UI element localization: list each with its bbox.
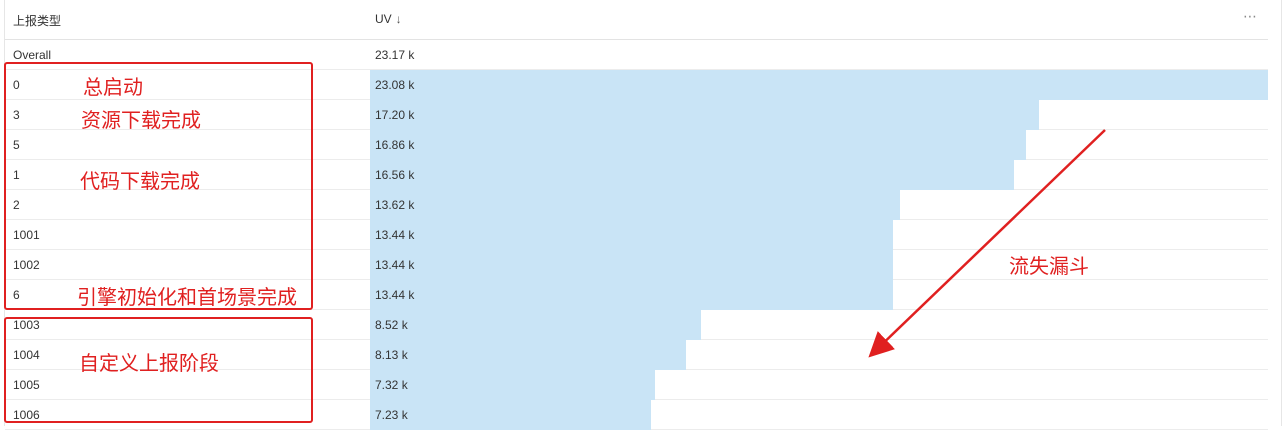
uv-bar — [370, 100, 1039, 130]
cell-report-type: Overall — [13, 48, 52, 62]
uv-bar — [370, 280, 893, 310]
cell-report-type: 3 — [13, 108, 20, 122]
cell-report-type: 1004 — [13, 348, 40, 362]
cell-report-type: 5 — [13, 138, 20, 152]
table-row[interactable]: 1002 13.44 k — [5, 250, 1268, 280]
table-row[interactable]: 5 16.86 k — [5, 130, 1268, 160]
cell-uv-value: 13.44 k — [375, 288, 415, 302]
annotation-box-core-stages — [4, 62, 313, 310]
table-row[interactable]: 1003 8.52 k — [5, 310, 1268, 340]
cell-uv-value: 8.13 k — [375, 348, 408, 362]
more-options-icon[interactable]: ⋯ — [1243, 8, 1258, 24]
table-row[interactable]: 0 23.08 k — [5, 70, 1268, 100]
cell-report-type: 1003 — [13, 318, 40, 332]
table-row[interactable]: 2 13.62 k — [5, 190, 1268, 220]
uv-bar — [370, 130, 1026, 160]
uv-bar — [370, 310, 701, 340]
cell-report-type: 1006 — [13, 408, 40, 422]
cell-report-type: 1002 — [13, 258, 40, 272]
cell-uv-value: 7.32 k — [375, 378, 408, 392]
uv-bar — [370, 250, 893, 280]
cell-uv-value: 16.86 k — [375, 138, 415, 152]
cell-uv-value: 13.62 k — [375, 198, 415, 212]
cell-uv-value: 13.44 k — [375, 258, 415, 272]
cell-report-type: 1001 — [13, 228, 40, 242]
column-header-uv-label: UV — [375, 12, 392, 26]
table-row[interactable]: 6 13.44 k — [5, 280, 1268, 310]
cell-report-type: 6 — [13, 288, 20, 302]
cell-uv-value: 7.23 k — [375, 408, 408, 422]
column-header-type[interactable]: 上报类型 — [13, 14, 62, 28]
annotation-code-done: 代码下载完成 — [80, 169, 200, 193]
cell-report-type: 1005 — [13, 378, 40, 392]
table-row[interactable]: Overall 23.17 k — [5, 40, 1268, 70]
cell-report-type: 0 — [13, 78, 20, 92]
table-row[interactable]: 1004 8.13 k — [5, 340, 1268, 370]
table-row[interactable]: 1 16.56 k — [5, 160, 1268, 190]
annotation-funnel: 流失漏斗 — [1009, 254, 1089, 278]
cell-uv-value: 13.44 k — [375, 228, 415, 242]
uv-bar — [370, 400, 651, 430]
cell-report-type: 1 — [13, 168, 20, 182]
table-row[interactable]: 1001 13.44 k — [5, 220, 1268, 250]
cell-uv-value: 17.20 k — [375, 108, 415, 122]
cell-uv-value: 16.56 k — [375, 168, 415, 182]
cell-report-type: 2 — [13, 198, 20, 212]
cell-uv-value: 23.08 k — [375, 78, 415, 92]
annotation-engine-done: 引擎初始化和首场景完成 — [77, 285, 297, 309]
table-row[interactable]: 1005 7.32 k — [5, 370, 1268, 400]
column-header-uv[interactable]: UV ↓ — [375, 12, 402, 26]
uv-bar — [370, 160, 1014, 190]
cell-uv-value: 23.17 k — [375, 48, 415, 62]
annotation-custom-stage: 自定义上报阶段 — [79, 351, 219, 375]
uv-bar — [370, 190, 900, 220]
uv-bar — [370, 70, 1268, 100]
annotation-box-custom-stages — [4, 317, 313, 423]
table-row[interactable]: 3 17.20 k — [5, 100, 1268, 130]
uv-bar — [370, 340, 686, 370]
annotation-resource-done: 资源下载完成 — [81, 108, 201, 132]
cell-uv-value: 8.52 k — [375, 318, 408, 332]
annotation-start: 总启动 — [83, 75, 143, 99]
table-header: 上报类型 UV ↓ ⋯ — [5, 0, 1268, 40]
uv-bar — [370, 370, 655, 400]
sort-descending-icon[interactable]: ↓ — [395, 12, 402, 26]
uv-bar — [370, 220, 893, 250]
